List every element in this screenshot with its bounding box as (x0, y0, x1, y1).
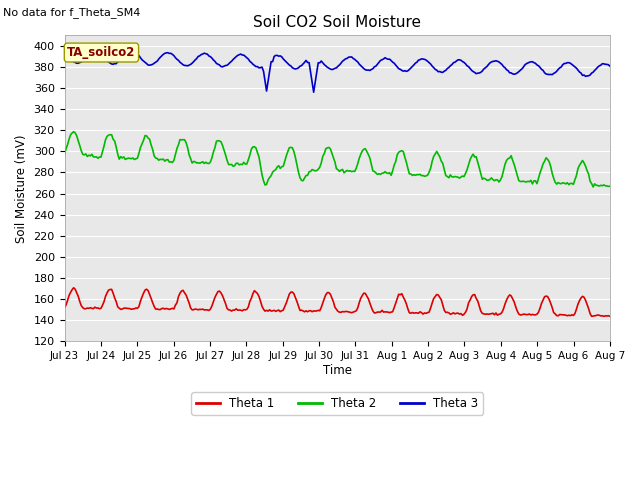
Theta 3 (61, 50, 68, 56)
Text: No data for f_Theta_SM4: No data for f_Theta_SM4 (3, 7, 141, 18)
Theta 2 (243, 161, 251, 167)
X-axis label: Time: Time (323, 364, 352, 377)
Theta 1 (61, 304, 68, 310)
Theta 3 (243, 55, 251, 60)
Theta 1 (243, 307, 251, 312)
Title: Soil CO2 Soil Moisture: Soil CO2 Soil Moisture (253, 15, 421, 30)
Line: Theta 1: Theta 1 (65, 288, 610, 316)
Text: TA_soilco2: TA_soilco2 (67, 46, 136, 59)
Theta 2 (589, 184, 597, 190)
Theta 3 (90, 48, 97, 54)
Theta 2 (301, 175, 308, 181)
Legend: Theta 1, Theta 2, Theta 3: Theta 1, Theta 2, Theta 3 (191, 392, 483, 415)
Theta 1 (588, 313, 595, 319)
Theta 3 (310, 89, 317, 95)
Theta 1 (577, 295, 585, 301)
Theta 3 (225, 61, 232, 67)
Theta 1 (70, 285, 77, 291)
Theta 1 (301, 309, 308, 315)
Line: Theta 2: Theta 2 (65, 132, 610, 187)
Theta 1 (252, 289, 260, 295)
Theta 2 (70, 129, 77, 134)
Theta 2 (252, 145, 260, 151)
Theta 2 (606, 183, 614, 189)
Theta 3 (252, 64, 260, 70)
Theta 2 (577, 160, 585, 166)
Theta 3 (129, 49, 137, 55)
Theta 3 (579, 72, 586, 78)
Theta 1 (606, 313, 614, 319)
Y-axis label: Soil Moisture (mV): Soil Moisture (mV) (15, 134, 28, 242)
Theta 2 (61, 151, 68, 157)
Theta 1 (129, 306, 137, 312)
Theta 3 (606, 63, 614, 69)
Line: Theta 3: Theta 3 (65, 51, 610, 92)
Theta 3 (301, 60, 308, 65)
Theta 2 (129, 155, 137, 161)
Theta 2 (225, 162, 232, 168)
Theta 1 (225, 307, 232, 313)
